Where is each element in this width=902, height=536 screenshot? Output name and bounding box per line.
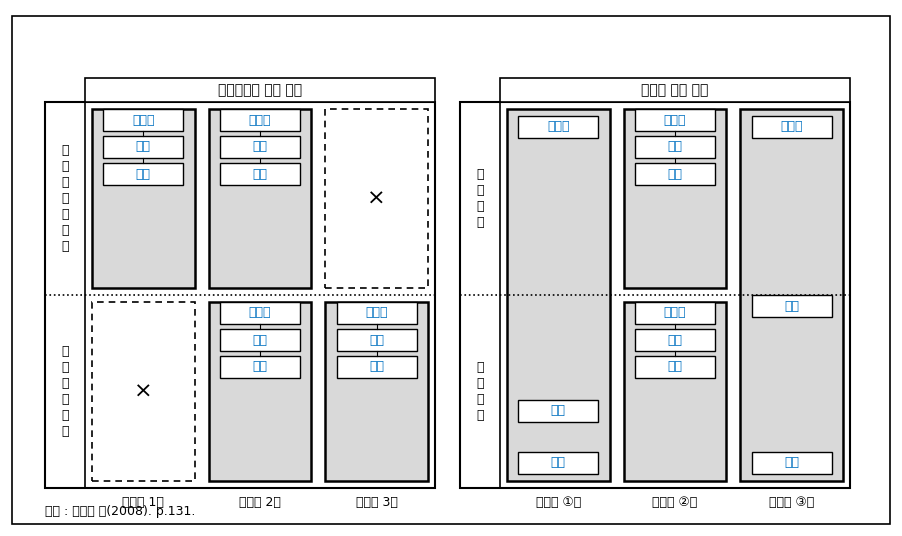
Bar (208, 109, 311, 288)
Bar (326, 109, 428, 288)
Bar (623, 109, 726, 288)
Bar (92, 302, 195, 481)
Bar (635, 302, 715, 324)
Text: 사
전
환
경
성
검
토: 사 전 환 경 성 검 토 (61, 144, 69, 253)
Bar (519, 452, 598, 474)
Bar (220, 329, 300, 351)
Text: 협의회: 협의회 (132, 114, 154, 126)
Text: 저
감
대
책: 저 감 대 책 (476, 361, 483, 422)
Text: 대
안
설
정: 대 안 설 정 (476, 168, 483, 229)
Bar (92, 109, 195, 288)
Text: 〈유형 ③〉: 〈유형 ③〉 (769, 495, 815, 509)
Text: 스코핑: 스코핑 (780, 121, 803, 133)
Bar (336, 302, 417, 324)
Text: 협의회: 협의회 (249, 114, 272, 126)
Text: 본안: 본안 (667, 361, 683, 374)
Bar (45, 102, 435, 488)
Bar (326, 302, 428, 481)
Text: 초안: 초안 (253, 140, 268, 153)
Bar (635, 109, 715, 131)
Bar (220, 136, 300, 158)
Bar (751, 295, 832, 317)
Bar (751, 116, 832, 138)
Text: 스코핑: 스코핑 (249, 307, 272, 319)
Text: 〈유형 ②〉: 〈유형 ②〉 (652, 495, 697, 509)
Text: 본안: 본안 (784, 457, 799, 470)
Text: 초안: 초안 (667, 140, 683, 153)
Bar (220, 109, 300, 131)
Bar (220, 163, 300, 185)
Bar (104, 109, 183, 131)
Text: 환
경
영
향
평
가: 환 경 영 향 평 가 (61, 345, 69, 438)
Bar (741, 109, 843, 481)
Text: 기능에 따른 분류: 기능에 따른 분류 (641, 83, 709, 97)
Text: 협의회: 협의회 (548, 121, 569, 133)
Bar (336, 356, 417, 378)
Bar (635, 136, 715, 158)
Bar (635, 163, 715, 185)
Text: 본안: 본안 (253, 167, 268, 181)
Bar (85, 78, 435, 102)
Text: 〈유형 3〉: 〈유형 3〉 (355, 495, 398, 509)
Bar (104, 136, 183, 158)
Text: 〈유형 1〉: 〈유형 1〉 (123, 495, 164, 509)
Bar (507, 109, 610, 481)
Text: ×: × (367, 189, 386, 209)
Text: 스코핑: 스코핑 (365, 307, 388, 319)
Text: 본안: 본안 (136, 167, 151, 181)
Text: 본안: 본안 (551, 457, 566, 470)
Bar (635, 356, 715, 378)
Text: 초안: 초안 (253, 333, 268, 346)
Text: 협의회: 협의회 (664, 114, 686, 126)
Bar (635, 329, 715, 351)
Text: 본안: 본안 (369, 361, 384, 374)
Bar (220, 302, 300, 324)
Text: 〈유형 ①〉: 〈유형 ①〉 (536, 495, 581, 509)
Bar (460, 102, 850, 488)
Text: 초안: 초안 (667, 333, 683, 346)
Text: 현행제도에 따른 분류: 현행제도에 따른 분류 (218, 83, 302, 97)
Text: 초안: 초안 (784, 300, 799, 312)
Bar (623, 302, 726, 481)
Text: 초안: 초안 (369, 333, 384, 346)
Text: 초안: 초안 (136, 140, 151, 153)
Text: 〈유형 2〉: 〈유형 2〉 (239, 495, 281, 509)
Text: 본안: 본안 (253, 361, 268, 374)
Bar (519, 400, 598, 422)
Text: 본안: 본안 (667, 167, 683, 181)
Text: ×: × (134, 382, 152, 401)
Bar (336, 329, 417, 351)
Bar (751, 452, 832, 474)
Text: 초안: 초안 (551, 405, 566, 418)
Text: 자료 : 조공장 외(2008). p.131.: 자료 : 조공장 외(2008). p.131. (45, 504, 196, 517)
Bar (220, 356, 300, 378)
Text: 스코핑: 스코핑 (664, 307, 686, 319)
Bar (500, 78, 850, 102)
Bar (208, 302, 311, 481)
Bar (104, 163, 183, 185)
Bar (519, 116, 598, 138)
